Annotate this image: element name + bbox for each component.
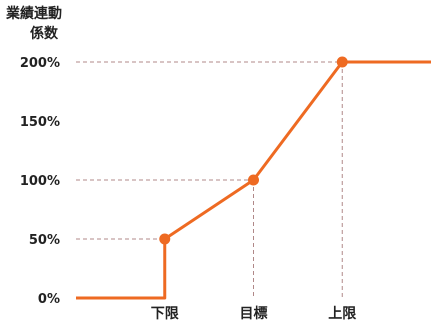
x-tick-label: 上限 <box>328 306 356 320</box>
y-tick-label: 0% <box>38 292 60 307</box>
x-tick-label: 下限 <box>151 306 179 320</box>
y-tick-label: 50% <box>29 233 60 248</box>
x-axis-ticks: 下限 目標 上限 <box>151 305 357 322</box>
series-group <box>76 60 431 300</box>
marker-group <box>159 56 348 245</box>
data-point-marker <box>248 174 259 186</box>
y-tick-label: 150% <box>20 115 60 130</box>
guide-lines <box>76 61 343 298</box>
y-axis-title-line: 係数 <box>30 25 59 42</box>
y-tick-label: 100% <box>20 174 60 189</box>
data-point-marker <box>336 56 348 68</box>
y-axis-ticks: 0% 50% 100% 150% 200% <box>20 56 60 307</box>
series-line <box>76 60 431 300</box>
y-axis-title-line: 業績連動 <box>5 5 62 22</box>
data-point-marker <box>159 233 171 245</box>
x-tick-label: 目標 <box>240 305 268 320</box>
y-tick-label: 200% <box>20 56 60 71</box>
